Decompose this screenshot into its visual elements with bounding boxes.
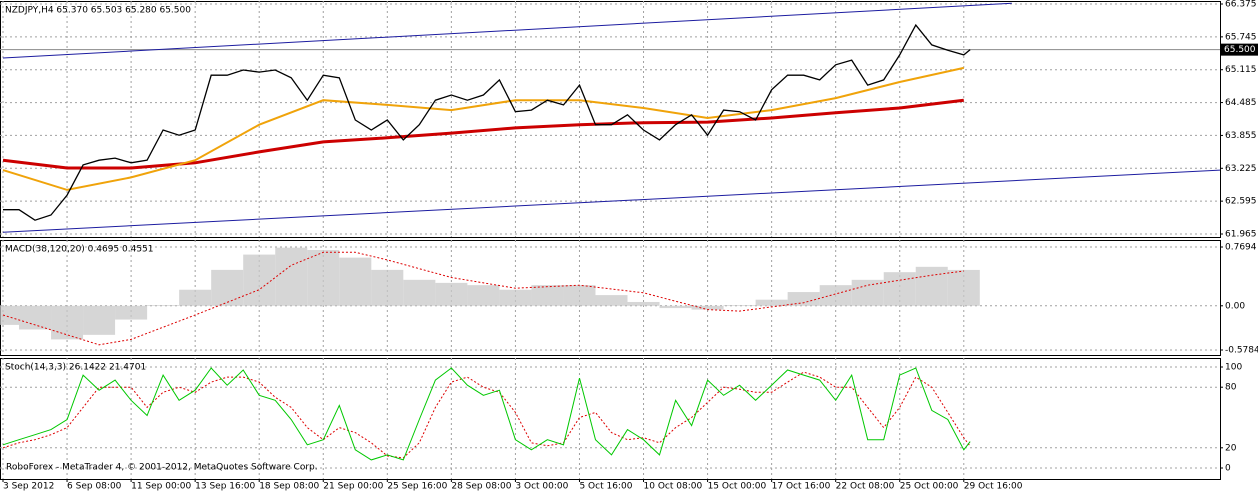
histogram-bar xyxy=(83,305,116,335)
series-line xyxy=(3,23,971,221)
histogram-bar xyxy=(51,305,84,340)
series-line xyxy=(2,66,965,191)
y-tick-label: 64.485 xyxy=(1225,98,1257,108)
series-line xyxy=(2,98,964,170)
x-tick-label: 22 Oct 08:00 xyxy=(836,482,895,492)
histogram-bar xyxy=(691,305,724,310)
series-line xyxy=(2,251,964,346)
price-tag xyxy=(1221,43,1258,56)
histogram-bar xyxy=(115,305,148,320)
series-line xyxy=(2,371,971,459)
y-tick-label: 0.7694 xyxy=(1225,243,1257,253)
y-tick-label: 61.965 xyxy=(1225,230,1257,240)
x-tick-label: 15 Oct 00:00 xyxy=(708,482,767,492)
histogram-bar xyxy=(563,285,596,306)
y-tick-label: 66.375 xyxy=(1225,0,1257,10)
histogram-bar xyxy=(659,305,692,309)
histogram-bar xyxy=(627,301,660,306)
histogram-bar xyxy=(19,305,52,330)
histogram-bar xyxy=(211,269,244,306)
histogram-bar xyxy=(179,289,212,306)
x-tick-label: 18 Sep 08:00 xyxy=(259,482,319,492)
series-line xyxy=(2,367,971,461)
histogram-bar xyxy=(723,305,756,306)
histogram-bar xyxy=(915,266,948,306)
histogram-bar xyxy=(435,282,468,306)
histogram-bar xyxy=(947,269,980,306)
histogram-bar xyxy=(275,247,308,306)
x-tick-label: 25 Oct 00:00 xyxy=(900,482,959,492)
histogram-bar xyxy=(531,285,564,306)
x-tick-label: 11 Sep 00:00 xyxy=(131,482,191,492)
panel-frame xyxy=(0,1,1221,238)
x-tick-label: 5 Oct 16:00 xyxy=(579,482,632,492)
price-tag-label: 65.500 xyxy=(1224,45,1256,55)
panel-title: MACD(38,120,20) 0.4695 0.4551 xyxy=(5,245,154,255)
histogram-bar xyxy=(403,279,436,306)
series-line xyxy=(2,2,1012,59)
copyright: RoboForex - MetaTrader 4, © 2001-2012, M… xyxy=(6,463,318,473)
y-tick-label: 63.855 xyxy=(1225,131,1257,141)
x-tick-label: 10 Oct 08:00 xyxy=(644,482,703,492)
histogram-bar xyxy=(307,250,340,306)
histogram-bar xyxy=(0,305,20,325)
y-tick-label: 65.745 xyxy=(1225,32,1257,42)
histogram-bar xyxy=(851,279,884,306)
x-tick-label: 29 Oct 16:00 xyxy=(964,482,1023,492)
x-tick-label: 13 Sep 16:00 xyxy=(195,482,255,492)
histogram-bar xyxy=(339,257,372,306)
x-tick-label: 3 Oct 00:00 xyxy=(515,482,568,492)
histogram-bar xyxy=(499,289,532,306)
y-tick-label: 65.115 xyxy=(1225,65,1257,75)
x-tick-label: 17 Oct 16:00 xyxy=(772,482,831,492)
panel-frame xyxy=(0,240,1221,356)
y-tick-label: 0.00 xyxy=(1225,301,1245,311)
y-tick-label: -0.5784 xyxy=(1225,346,1258,356)
histogram-bar xyxy=(371,269,404,306)
histogram-bar xyxy=(147,305,180,306)
y-tick-label: 80 xyxy=(1225,383,1237,393)
y-tick-label: 62.595 xyxy=(1225,197,1257,207)
x-tick-label: 28 Sep 08:00 xyxy=(451,482,511,492)
panel-frame xyxy=(0,358,1221,480)
y-tick-label: 20 xyxy=(1225,443,1237,453)
histogram-bar xyxy=(243,254,276,306)
histogram-bar xyxy=(467,285,500,306)
histogram-bar xyxy=(883,272,916,306)
series-line xyxy=(2,169,1221,233)
y-tick-label: 63.225 xyxy=(1225,164,1257,174)
y-tick-label: 0 xyxy=(1225,464,1231,474)
x-tick-label: 25 Sep 16:00 xyxy=(387,482,447,492)
histogram-bar xyxy=(787,292,820,306)
x-tick-label: 3 Sep 2012 xyxy=(3,482,54,492)
histogram-bar xyxy=(819,285,852,306)
panel-title: Stoch(14,3,3) 26.1422 21.4701 xyxy=(5,363,146,373)
x-tick-label: 21 Sep 00:00 xyxy=(323,482,383,492)
histogram-bar xyxy=(595,295,628,306)
panel-title: NZDJPY,H4 65.370 65.503 65.280 65.500 xyxy=(5,6,191,16)
y-tick-label: 100 xyxy=(1225,363,1242,373)
histogram-bar xyxy=(755,299,788,306)
x-tick-label: 6 Sep 08:00 xyxy=(67,482,122,492)
